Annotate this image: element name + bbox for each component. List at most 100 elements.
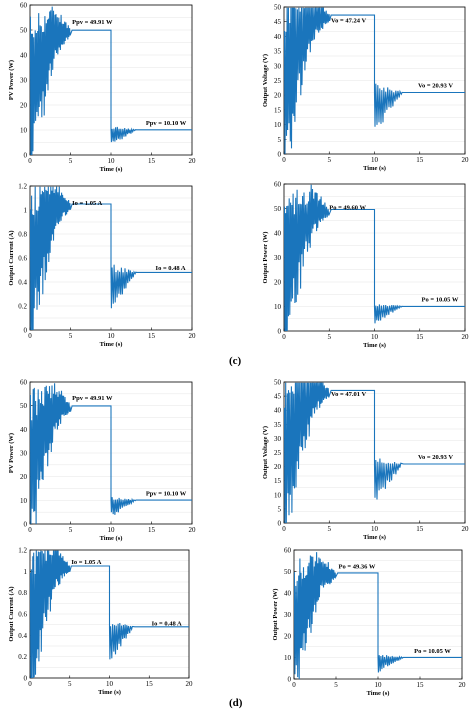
y-tick-label: 50 [274, 379, 282, 387]
x-tick-label: 10 [371, 525, 379, 533]
y-axis-label: Output Power (W) [272, 589, 279, 641]
x-tick-label: 0 [28, 526, 32, 534]
y-tick-label: 10 [274, 121, 282, 129]
x-tick-label: 15 [416, 333, 424, 341]
y-tick-label: 10 [274, 303, 282, 311]
x-tick-label: 20 [189, 157, 197, 165]
annotation-label: Po = 49.36 W [339, 563, 376, 570]
x-tick-label: 20 [462, 525, 470, 533]
annotation-label: Io = 0.48 A [156, 265, 186, 272]
y-tick-label: 30 [274, 435, 282, 443]
x-tick-label: 20 [462, 156, 470, 164]
x-tick-label: 15 [146, 680, 154, 688]
x-tick-label: 20 [189, 332, 197, 340]
chart-5: 0 5 10 15 20 0 10 20 30 40 50 60 Time (s) PV Power (W… [8, 379, 196, 543]
x-tick-label: 10 [108, 526, 116, 534]
x-tick-label: 10 [108, 332, 116, 340]
y-tick-label: 35 [274, 48, 282, 56]
y-tick-label: 0 [24, 327, 28, 335]
x-tick-label: 0 [282, 156, 286, 164]
x-tick-label: 5 [69, 332, 73, 340]
y-tick-label: 0 [24, 521, 28, 529]
y-tick-label: 20 [274, 463, 282, 471]
y-tick-label: 1 [24, 568, 28, 576]
y-tick-label: 30 [20, 77, 28, 85]
chart-2: 0 5 10 15 20 0 5 10 15 20 25 30 35 40 45 50 Time (s) Outp… [262, 4, 469, 173]
x-tick-label: 20 [189, 526, 197, 534]
x-tick-label: 5 [334, 681, 338, 689]
annotation-label: Vo = 20.93 V [418, 82, 453, 89]
x-tick-label: 5 [69, 157, 73, 165]
y-tick-label: 0 [278, 520, 282, 528]
y-tick-label: 40 [20, 426, 28, 434]
x-tick-label: 0 [282, 333, 286, 341]
x-tick-label: 15 [416, 156, 424, 164]
series-line [294, 552, 462, 679]
annotation-label: Vo = 20.93 V [418, 454, 453, 461]
x-tick-label: 10 [375, 681, 383, 689]
x-axis-label: Time (s) [363, 342, 386, 349]
x-axis-label: Time (s) [100, 535, 123, 542]
x-tick-label: 5 [328, 333, 332, 341]
y-tick-label: 25 [274, 449, 282, 457]
y-tick-label: 10 [274, 491, 282, 499]
y-tick-label: 50 [274, 205, 282, 213]
y-tick-label: 40 [274, 230, 282, 238]
y-tick-label: 10 [284, 654, 292, 662]
y-axis-label: Output Voltage (V) [262, 54, 269, 107]
x-tick-label: 0 [28, 157, 32, 165]
y-tick-label: 1.2 [18, 183, 27, 191]
x-axis-label: Time (s) [98, 689, 121, 696]
annotation-label: Po = 10.05 W [422, 297, 459, 304]
x-tick-label: 5 [68, 680, 72, 688]
x-tick-label: 15 [416, 525, 424, 533]
y-tick-label: 30 [274, 62, 282, 70]
series-line [30, 186, 192, 330]
y-tick-label: 30 [20, 450, 28, 458]
x-tick-label: 0 [282, 525, 286, 533]
x-tick-label: 0 [28, 332, 32, 340]
y-axis-label: Output Voltage (V) [262, 426, 269, 479]
chart-6: 0 5 10 15 20 0 5 10 15 20 25 30 35 40 45 50 Time (s) Outp… [262, 379, 469, 542]
y-tick-label: 5 [278, 505, 282, 513]
y-tick-label: 40 [284, 590, 292, 598]
y-tick-label: 5 [278, 136, 282, 144]
x-tick-label: 10 [108, 157, 116, 165]
x-tick-label: 10 [371, 156, 379, 164]
x-axis-label: Time (s) [100, 166, 123, 173]
x-tick-label: 5 [69, 526, 73, 534]
series-line [30, 6, 192, 155]
annotation-label: Po = 10.05 W [414, 648, 451, 655]
y-tick-label: 0.8 [18, 589, 27, 597]
series-line [30, 383, 192, 524]
y-tick-label: 0 [288, 676, 292, 684]
y-tick-label: 45 [274, 393, 282, 401]
y-tick-label: 0.8 [18, 231, 27, 239]
annotation-label: Ppv = 10.10 W [146, 491, 187, 498]
chart-8: 0 5 10 15 20 0 10 20 30 40 50 60 Time (s) Output Powe… [272, 547, 466, 698]
annotation-label: Io = 0.48 A [152, 621, 182, 628]
x-axis-label: Time (s) [363, 534, 386, 541]
y-axis-label: PV Power (W) [8, 433, 15, 473]
x-axis-label: Time (s) [367, 690, 390, 697]
x-axis-label: Time (s) [363, 165, 386, 172]
y-tick-label: 40 [274, 33, 282, 41]
y-tick-label: 50 [20, 27, 28, 35]
x-tick-label: 20 [459, 681, 467, 689]
y-tick-label: 0 [24, 152, 28, 160]
y-tick-label: 60 [284, 547, 292, 555]
x-tick-label: 20 [186, 680, 194, 688]
chart-4: 0 5 10 15 20 0 10 20 30 40 50 60 Time (s) Output Powe… [262, 181, 469, 350]
annotation-label: Vo = 47.01 V [331, 391, 366, 398]
y-tick-label: 20 [20, 473, 28, 481]
y-tick-label: 0.6 [18, 255, 27, 263]
y-axis-label: PV Power (W) [8, 60, 15, 100]
y-tick-label: 50 [20, 402, 28, 410]
chart-3: 0 5 10 15 20 0 0.2 0.4 0.6 0.8 1 1.2 Time (s) Output … [8, 183, 196, 349]
y-tick-label: 35 [274, 421, 282, 429]
annotation-label: Po = 49.60 W [329, 205, 366, 212]
series-line [30, 550, 189, 678]
y-tick-label: 50 [284, 568, 292, 576]
